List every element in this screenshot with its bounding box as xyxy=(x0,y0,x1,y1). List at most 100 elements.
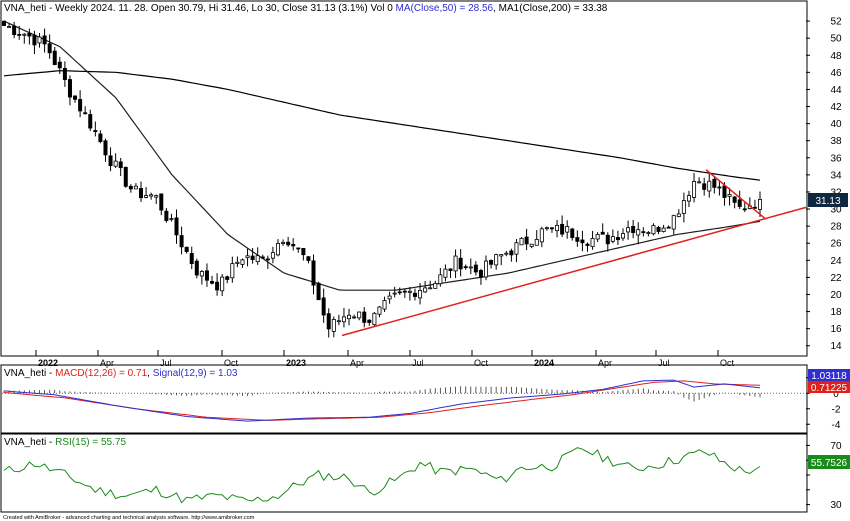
candle-body xyxy=(42,35,47,45)
candle xyxy=(478,268,483,285)
price-y-tick-label: 46 xyxy=(830,68,842,79)
candle xyxy=(392,286,397,298)
candle-body xyxy=(494,254,499,266)
rsi-header-prefix: VNA_heti - xyxy=(4,437,55,448)
signal-last-label: 1.03118 xyxy=(811,371,847,382)
candle-body xyxy=(560,223,565,235)
candle xyxy=(255,247,260,265)
price-x-tick-label: 2024 xyxy=(534,358,554,368)
candle xyxy=(560,215,565,237)
candle xyxy=(108,147,113,172)
candle xyxy=(458,249,463,277)
candle-body xyxy=(103,140,108,156)
candle xyxy=(164,207,169,223)
candle xyxy=(199,269,204,285)
candle xyxy=(646,231,651,237)
rsi-header: VNA_heti - RSI(15) = 55.75 xyxy=(4,437,126,448)
candle xyxy=(377,305,382,318)
candle-body xyxy=(397,291,402,294)
candle xyxy=(57,56,62,74)
macd-last-label: 0.71225 xyxy=(811,383,848,394)
candle-body xyxy=(123,166,128,187)
candle-body xyxy=(2,20,7,26)
candle-body xyxy=(615,237,620,241)
candle-body xyxy=(443,268,448,278)
candle-body xyxy=(138,188,143,199)
macd-line xyxy=(3,379,761,422)
candle xyxy=(316,281,321,301)
price-y-tick-label: 38 xyxy=(830,136,842,147)
candle xyxy=(133,183,138,190)
rsi-y-tick-label: 70 xyxy=(830,441,842,452)
candle xyxy=(159,193,164,216)
candle xyxy=(428,280,433,290)
candle xyxy=(270,246,275,264)
candle-body xyxy=(235,261,240,264)
candle-body xyxy=(372,312,377,326)
candle xyxy=(128,184,133,193)
candle xyxy=(544,226,549,231)
candle-body xyxy=(133,185,138,190)
candle xyxy=(651,223,656,236)
candle-body xyxy=(250,255,255,260)
candle-body xyxy=(331,319,336,332)
candle-body xyxy=(230,263,235,279)
candle xyxy=(549,226,554,233)
candle-body xyxy=(402,290,407,293)
candle xyxy=(98,130,103,144)
price-x-tick-label: Apr xyxy=(598,358,612,368)
rsi-y-tick-label: 30 xyxy=(830,500,842,511)
candle-body xyxy=(159,193,164,211)
candle xyxy=(103,138,108,162)
candle-body xyxy=(468,266,473,269)
price-x-tick-label: 2022 xyxy=(38,358,58,368)
candle-body xyxy=(524,236,529,245)
candle xyxy=(524,228,529,251)
candle-body xyxy=(67,79,72,98)
price-pane xyxy=(0,0,808,357)
candle-body xyxy=(301,248,306,256)
candle-body xyxy=(57,61,62,69)
candle-body xyxy=(149,194,154,197)
candle xyxy=(189,246,194,270)
candle xyxy=(534,230,539,246)
candle-body xyxy=(47,43,52,54)
price-x-tick-label: 2023 xyxy=(286,358,306,368)
candle xyxy=(250,247,255,264)
candle xyxy=(341,307,346,328)
candle-body xyxy=(225,276,230,280)
candle-body xyxy=(722,185,727,198)
price-y-tick-label: 22 xyxy=(830,273,842,284)
candle xyxy=(78,90,83,118)
candle-body xyxy=(382,300,387,310)
footer-credit: Created with AmiBroker - advanced charti… xyxy=(3,515,255,521)
price-y-tick-label: 42 xyxy=(830,102,842,113)
candle-body xyxy=(504,252,509,255)
candle xyxy=(225,275,230,284)
candle xyxy=(321,288,326,323)
candle xyxy=(336,314,341,326)
candle-body xyxy=(539,228,544,243)
candle-body xyxy=(210,280,215,284)
candle-body xyxy=(570,228,575,238)
candle-body xyxy=(93,130,98,132)
candle xyxy=(407,286,412,301)
candle-body xyxy=(590,238,595,247)
candle xyxy=(260,254,265,259)
price-y-tick-label: 28 xyxy=(830,222,842,233)
candle-body xyxy=(433,283,438,289)
candle xyxy=(347,308,352,326)
candle xyxy=(468,258,473,275)
candle xyxy=(509,248,514,262)
candle xyxy=(412,288,417,301)
candle xyxy=(88,109,93,132)
candle-body xyxy=(732,196,737,203)
candle-body xyxy=(448,268,453,271)
candle xyxy=(686,190,691,208)
price-x-tick-label: Apr xyxy=(100,358,114,368)
candle xyxy=(17,25,22,40)
ma200-legend: MA1(Close,200) = 33.38 xyxy=(499,3,608,14)
candle-body xyxy=(336,320,341,323)
candle-body xyxy=(514,242,519,255)
candle xyxy=(681,192,686,223)
